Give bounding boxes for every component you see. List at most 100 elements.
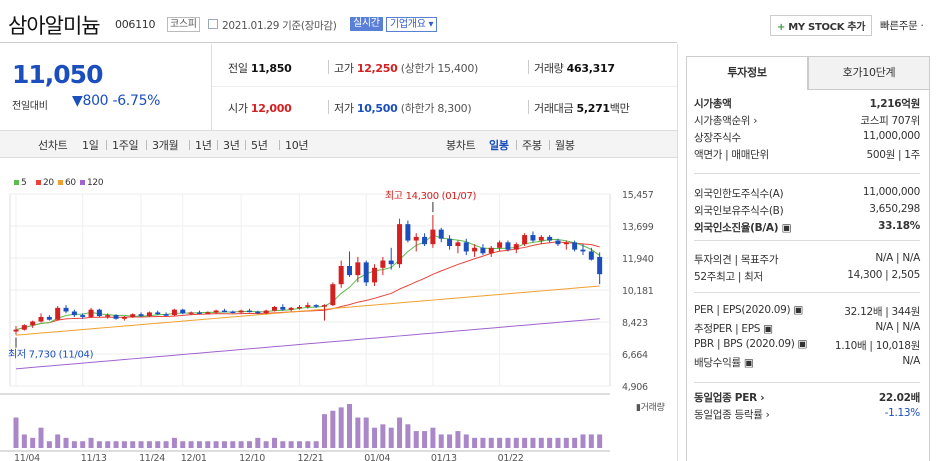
volume-bar xyxy=(213,441,219,448)
legend-label: 60 xyxy=(65,178,76,188)
volume-bar xyxy=(13,417,19,448)
volume-bar xyxy=(21,434,27,448)
candle-body xyxy=(430,229,436,245)
tab-monthly[interactable]: 월봉 xyxy=(555,139,575,152)
tab-1week[interactable]: 1주일 xyxy=(112,139,139,152)
candle-body xyxy=(55,307,61,320)
divider xyxy=(106,140,107,150)
quote-amount: 거래대금 5,271백만 xyxy=(534,102,630,115)
invest-row-value: N/A | N/A xyxy=(875,252,920,264)
divider xyxy=(694,240,920,241)
divider xyxy=(328,60,329,74)
tab-line-chart[interactable]: 선차트 xyxy=(38,139,68,152)
volume-bar xyxy=(296,441,302,448)
mystock-add-button[interactable]: + MY STOCK 추가 xyxy=(770,15,873,36)
invest-row-value: N/A | N/A xyxy=(875,321,920,333)
tab-candle-chart[interactable]: 봉차트 xyxy=(446,139,476,152)
volume-bar xyxy=(572,437,578,448)
volume-bar xyxy=(563,437,569,448)
invest-row: 외국인소진율(B/A) ▣ 33.18% xyxy=(694,220,920,235)
ma20-line xyxy=(15,241,600,331)
candle-body xyxy=(497,242,503,248)
candle-body xyxy=(221,310,227,313)
volume-bar xyxy=(330,410,336,448)
invest-row: 액면가 | 매매단위 500원 | 1주 xyxy=(694,147,920,162)
volume-bar xyxy=(38,427,44,448)
tab-10year[interactable]: 10년 xyxy=(285,139,309,152)
x-tick-label: 12/21 xyxy=(297,453,323,461)
ma60-line xyxy=(15,285,600,336)
volume-bar xyxy=(530,437,536,448)
tab-1year[interactable]: 1년 xyxy=(195,139,212,152)
invest-row-value: 3,650,298 xyxy=(869,203,920,215)
invest-row: 동일업종 등락률 › -1.13% xyxy=(694,407,920,422)
price-change: ▼800 -6.75% xyxy=(72,93,160,109)
candle-body xyxy=(547,236,553,241)
tab-order-book[interactable]: 호가10단계 xyxy=(808,56,930,90)
invest-row-value: 14,300 | 2,505 xyxy=(847,269,920,281)
invest-panel xyxy=(686,90,930,461)
tab-weekly[interactable]: 주봉 xyxy=(522,139,542,152)
candle-body xyxy=(238,310,244,313)
volume-bar xyxy=(505,437,511,448)
volume-bar xyxy=(463,434,469,448)
company-info-button[interactable]: 기업개요 ▾ xyxy=(386,17,438,32)
tab-invest-info[interactable]: 투자정보 xyxy=(686,56,808,90)
legend-swatch xyxy=(36,180,41,185)
stock-code: 006110 xyxy=(115,18,156,31)
candle-body xyxy=(522,235,528,245)
candle-body xyxy=(288,307,294,310)
volume-bar xyxy=(180,441,186,448)
candle-body xyxy=(163,314,169,316)
volume-bar xyxy=(513,437,519,448)
price-box xyxy=(0,44,212,130)
volume-bar xyxy=(372,427,378,448)
invest-row-label: 동일업종 등락률 › xyxy=(694,409,770,421)
candle-body xyxy=(480,247,486,254)
invest-row-value: 1.10배 | 10,018원 xyxy=(834,340,920,352)
candle-body xyxy=(138,314,144,317)
volume-bar xyxy=(480,437,486,448)
candle-chart[interactable]: 5 20 60 120 15,457 13,699 11,940 10,181 8,423 6,6… xyxy=(0,170,677,461)
y-tick-label: 4,906 xyxy=(622,382,648,393)
tab-daily[interactable]: 일봉 xyxy=(489,139,509,152)
volume-bar xyxy=(305,441,311,448)
divider xyxy=(528,100,529,114)
candle-body xyxy=(80,315,86,317)
volume-bar xyxy=(288,441,294,448)
invest-row-value: 500원 | 1주 xyxy=(866,149,920,161)
candle-body xyxy=(513,244,519,250)
candle-body xyxy=(63,307,69,312)
invest-row: 배당수익률 ▣ N/A xyxy=(694,355,920,370)
candle-body xyxy=(146,312,152,317)
tab-5year[interactable]: 5년 xyxy=(251,139,268,152)
invest-row-label: 추정PER | EPS ▣ xyxy=(694,323,773,335)
volume-bar xyxy=(246,441,252,448)
candle-body xyxy=(413,236,419,241)
invest-row-value: 33.18% xyxy=(878,220,920,232)
quick-order-link[interactable]: 빠른주문 · xyxy=(880,20,924,32)
volume-bar xyxy=(430,427,436,448)
candle-body xyxy=(472,247,478,252)
candle-body xyxy=(255,311,261,314)
tab-3year[interactable]: 3년 xyxy=(223,139,240,152)
volume-bar xyxy=(580,434,586,448)
volume-bar xyxy=(455,431,461,448)
legend-label: 20 xyxy=(43,178,54,188)
plus-icon: + xyxy=(777,22,786,33)
quote-volume: 거래량 463,317 xyxy=(534,62,615,75)
tab-1day[interactable]: 1일 xyxy=(82,139,99,152)
volume-bar xyxy=(196,441,202,448)
quote-prev: 전일 11,850 xyxy=(228,62,292,75)
quote-high: 고가 12,250 (상한가 15,400) xyxy=(334,62,479,75)
candle-body xyxy=(113,315,119,319)
candle-body xyxy=(505,242,511,250)
divider xyxy=(328,100,329,114)
invest-row-value: 22.02배 xyxy=(878,392,920,404)
volume-bar xyxy=(121,441,127,448)
candle-body xyxy=(313,305,319,307)
candle-body xyxy=(105,315,111,317)
volume-bar xyxy=(63,437,69,448)
x-tick-label: 12/01 xyxy=(181,453,207,461)
tab-3month[interactable]: 3개월 xyxy=(152,139,179,152)
